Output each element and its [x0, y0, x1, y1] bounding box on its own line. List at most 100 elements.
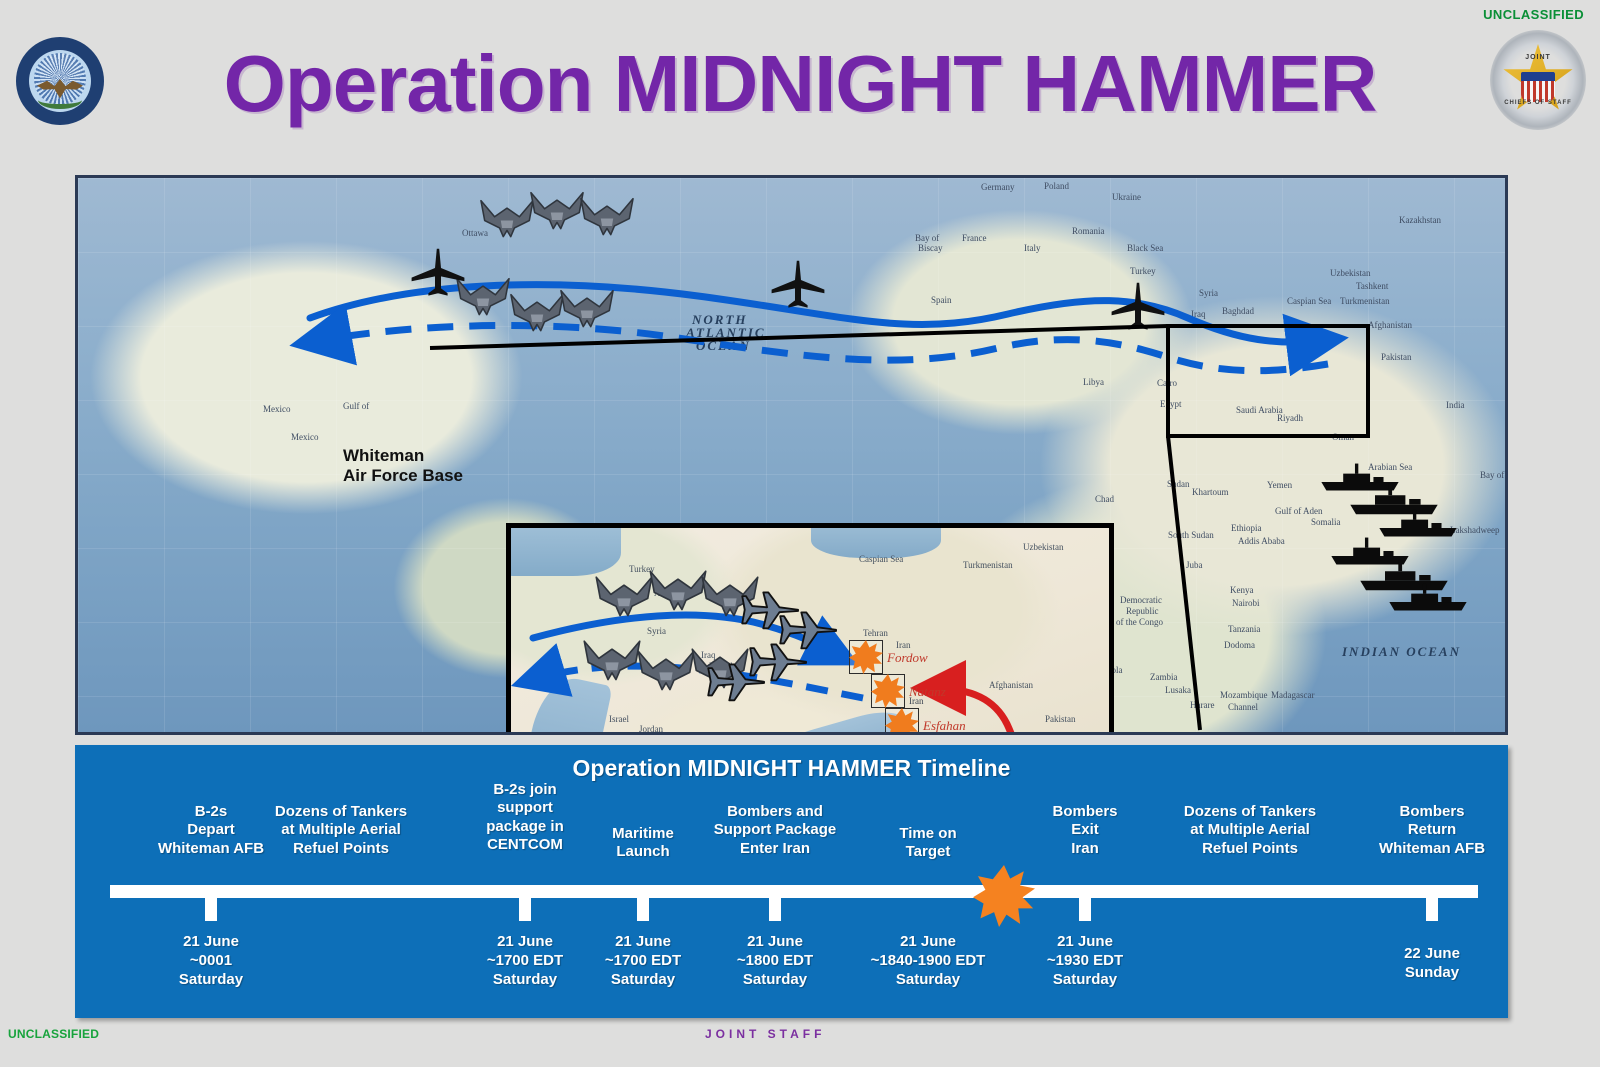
map-place-label: Turkey: [1130, 266, 1156, 276]
middle-east-inset-map[interactable]: TurkeyAnkaraSyriaIraqBaghdadIranTehranAf…: [506, 523, 1114, 732]
timeline-event-label-line: Launch: [616, 843, 670, 861]
timeline-title: Operation MIDNIGHT HAMMER Timeline: [572, 755, 1011, 781]
map-place-label: Black Sea: [1127, 243, 1164, 253]
timeline-tick-maritime-launch: [637, 885, 649, 921]
timeline-event-date-line: Saturday: [492, 970, 558, 988]
map-place-label: Romania: [1072, 226, 1105, 236]
map-place-label: Mexico: [263, 404, 291, 414]
timeline-event-label-line: CENTCOM: [487, 835, 563, 853]
joint-chiefs-seal: JOINT CHIEFS OF STAFF: [1490, 30, 1586, 130]
timeline-event-label-line: Refuel Points: [293, 839, 389, 857]
whiteman-afb-label-line2: Air Force Base: [343, 465, 463, 485]
map-place-label: Germany: [981, 182, 1015, 192]
inset-place-label: Israel: [609, 714, 629, 724]
map-place-label: Madagascar: [1271, 690, 1315, 700]
inset-place-label: Turkey: [629, 564, 655, 574]
map-place-label: Ukraine: [1112, 192, 1141, 202]
timeline-event-date-line: Saturday: [178, 970, 244, 988]
map-place-label: Dodoma: [1224, 640, 1255, 650]
timeline-event-label-line: Bombers: [1399, 803, 1465, 820]
timeline-event-label-line: Dozens of Tankers: [274, 803, 408, 820]
map-place-label: Riyadh: [1277, 413, 1303, 423]
map-place-label: Libya: [1083, 377, 1104, 387]
map-place-label: Somalia: [1311, 517, 1341, 527]
timeline-tick-exit-iran: [1079, 885, 1091, 921]
timeline-axis-bar: [110, 885, 1478, 898]
map-place-label: Democratic: [1120, 595, 1162, 605]
timeline-event-label-tankers-return: Dozens of Tankers at Multiple Aerial Refue…: [1110, 803, 1390, 858]
classification-banner-bottom: UNCLASSIFIED: [8, 1027, 100, 1041]
map-place-label: Yemen: [1267, 480, 1293, 490]
classification-banner-top: UNCLASSIFIED: [1483, 7, 1584, 22]
timeline-event-label-depart: B-2s Depart Whiteman AFB: [71, 803, 351, 858]
timeline-event-label-line: B-2s join: [493, 781, 557, 798]
timeline-event-date-line: 21 June: [615, 933, 671, 950]
dod-seal: [12, 33, 108, 129]
timeline-event-date-line: ~1700 EDT: [604, 951, 682, 969]
map-ocean-label: NORTH: [692, 312, 748, 327]
inset-place-label: Turkmenistan: [963, 560, 1013, 570]
map-place-label: Lusaka: [1165, 685, 1191, 695]
timeline-tick-return-whiteman: [1426, 885, 1438, 921]
map-place-label: India: [1446, 400, 1465, 410]
timeline-event-label-line: Time on: [899, 825, 957, 842]
timeline-event-label-line: Whiteman AFB: [1378, 839, 1486, 857]
timeline-event-date-line: ~1840-1900 EDT: [870, 951, 986, 969]
timeline-event-label-line: Depart: [187, 821, 235, 839]
timeline-event-label-line: at Multiple Aerial: [281, 821, 401, 839]
jcs-seal-top-text: JOINT: [1525, 54, 1551, 61]
map-place-label: South Sudan: [1168, 530, 1214, 540]
map-place-label: Turkmenistan: [1340, 296, 1390, 306]
map-place-label: Addis Ababa: [1238, 536, 1285, 546]
map-place-label: Juba: [1186, 560, 1203, 570]
timeline-event-date-enter-iran: 21 June ~1800 EDT Saturday: [635, 933, 915, 989]
map-place-label: Bay of Bengal: [1480, 470, 1505, 480]
inset-place-label: Syria: [647, 626, 666, 636]
map-place-label: Nairobi: [1232, 598, 1260, 608]
map-place-label: Poland: [1044, 181, 1070, 191]
timeline-event-date-line: 21 June: [747, 933, 803, 950]
timeline-event-label-line: Target: [905, 843, 951, 861]
map-place-label: Tashkent: [1356, 281, 1389, 291]
map-route-layer: [289, 191, 1467, 731]
timeline-event-label-exit-iran: Bombers Exit Iran: [945, 803, 1225, 858]
map-place-label: Lakshadweep: [1450, 525, 1500, 535]
timeline-event-label-tankers-outbound: Dozens of Tankers at Multiple Aerial Refue…: [201, 803, 481, 858]
map-place-label: Bay of: [915, 233, 940, 243]
timeline-event-label-join-support-package: B-2s join support package in CENTCOM: [385, 781, 665, 854]
map-place-label: Afghanistan: [1368, 320, 1412, 330]
map-place-label: Harare: [1190, 700, 1215, 710]
timeline-tick-enter-iran: [769, 885, 781, 921]
timeline-event-date-line: 22 June: [1404, 945, 1460, 962]
map-place-label: Chad: [1095, 494, 1114, 504]
timeline-event-label-line: package in: [486, 817, 564, 835]
map-place-label: Pakistan: [1381, 352, 1412, 362]
whiteman-afb-label-line1: Whiteman: [343, 446, 425, 465]
timeline-event-label-line: Return: [1407, 821, 1457, 839]
timeline-event-label-line: B-2s: [194, 803, 228, 820]
world-operations-map[interactable]: Ottawa Mexico Gulf of Mexico Bay of Biscay Fra…: [75, 175, 1508, 735]
map-ocean-label: INDIAN OCEAN: [1342, 644, 1461, 659]
map-place-label: Kenya: [1230, 585, 1254, 595]
map-place-label: Uzbekistan: [1330, 268, 1371, 278]
timeline-event-date-line: 21 June: [183, 933, 239, 950]
inset-place-label: Iran: [896, 640, 911, 650]
timeline-event-date-return-whiteman: 22 June Sunday: [1292, 945, 1572, 983]
timeline-event-date-line: 21 June: [1057, 933, 1113, 950]
map-place-label: Spain: [931, 295, 952, 305]
timeline-tick-depart: [205, 885, 217, 921]
inset-place-label: Pakistan: [1045, 714, 1076, 724]
map-place-label: Kazakhstan: [1399, 215, 1441, 225]
timeline-tick-join-support-package: [519, 885, 531, 921]
map-place-label: Syria: [1199, 288, 1218, 298]
timeline-event-date-line: ~1930 EDT: [1046, 951, 1124, 969]
map-place-label: Baghdad: [1222, 306, 1254, 316]
map-place-label: Ottawa: [462, 228, 488, 238]
inset-place-label: Afghanistan: [989, 680, 1033, 690]
inset-sea-black: [511, 528, 621, 576]
map-place-label: France: [962, 233, 987, 243]
timeline-event-label-line: Maritime: [612, 825, 674, 842]
inset-route-layer: [511, 570, 1015, 732]
timeline-event-date-line: ~0001: [189, 951, 233, 969]
timeline-event-label-enter-iran: Bombers and Support Package Enter Iran: [635, 803, 915, 858]
